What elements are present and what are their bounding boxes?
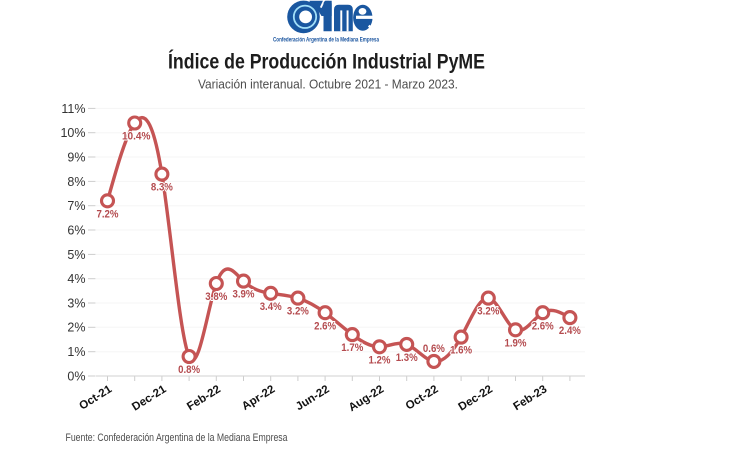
svg-text:Confederación Argentina de la: Confederación Argentina de la Mediana Em… xyxy=(273,38,380,44)
svg-text:0.8%: 0.8% xyxy=(178,364,200,376)
svg-text:Índice de Producción Industria: Índice de Producción Industrial PyME xyxy=(168,51,485,74)
svg-text:2.4%: 2.4% xyxy=(559,325,581,337)
svg-text:3.2%: 3.2% xyxy=(477,306,499,318)
svg-text:10%: 10% xyxy=(60,126,85,140)
svg-text:2.6%: 2.6% xyxy=(532,320,554,332)
svg-text:10.4%: 10.4% xyxy=(122,131,151,143)
svg-text:5%: 5% xyxy=(67,248,85,262)
svg-text:Variación interanual. Octubre: Variación interanual. Octubre 2021 - Mar… xyxy=(198,78,458,92)
svg-text:Fuente: Confederación Argentin: Fuente: Confederación Argentina de la Me… xyxy=(66,432,289,444)
svg-text:3.2%: 3.2% xyxy=(287,306,309,318)
svg-text:1.3%: 1.3% xyxy=(396,352,418,364)
svg-text:0%: 0% xyxy=(67,369,85,383)
svg-text:3.4%: 3.4% xyxy=(260,301,282,313)
svg-text:0.6%: 0.6% xyxy=(423,343,445,355)
svg-text:1.9%: 1.9% xyxy=(505,337,527,349)
svg-text:7.2%: 7.2% xyxy=(97,208,119,220)
svg-text:8.3%: 8.3% xyxy=(151,182,173,194)
svg-text:1.2%: 1.2% xyxy=(369,354,391,366)
svg-text:11%: 11% xyxy=(61,102,85,116)
svg-text:6%: 6% xyxy=(67,223,85,237)
svg-text:1.6%: 1.6% xyxy=(450,345,472,357)
svg-text:2.6%: 2.6% xyxy=(314,320,336,332)
svg-text:7%: 7% xyxy=(67,199,85,213)
svg-text:3.9%: 3.9% xyxy=(233,289,255,301)
svg-text:3%: 3% xyxy=(67,296,85,310)
svg-text:1.7%: 1.7% xyxy=(341,342,363,354)
svg-text:9%: 9% xyxy=(67,150,85,164)
svg-text:4%: 4% xyxy=(67,272,85,286)
svg-text:8%: 8% xyxy=(67,175,85,189)
svg-text:3.8%: 3.8% xyxy=(205,291,227,303)
svg-text:2%: 2% xyxy=(67,321,85,335)
svg-text:1%: 1% xyxy=(67,345,85,359)
